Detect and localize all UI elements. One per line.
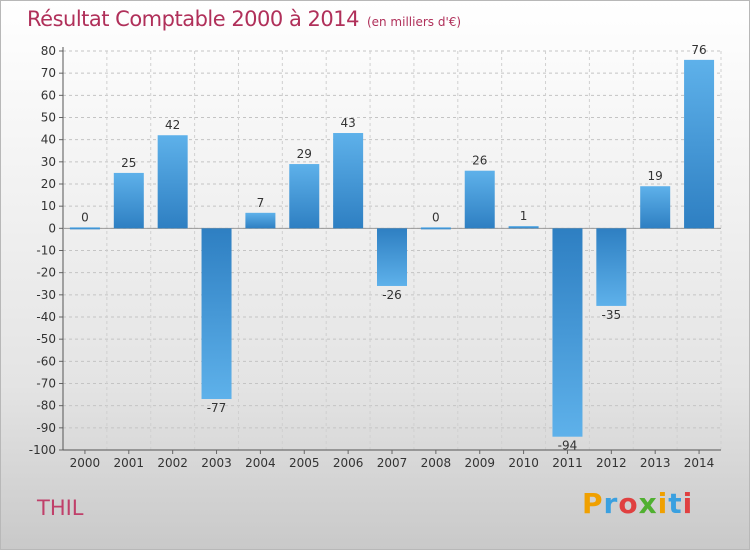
logo-letter: o: [618, 487, 639, 520]
y-tick-label: -80: [36, 399, 56, 413]
x-tick-label: 2002: [157, 456, 188, 470]
data-label-2001: 25: [121, 156, 136, 170]
y-tick-label: -90: [36, 421, 56, 435]
data-label-2005: 29: [297, 147, 312, 161]
y-tick-label: -20: [36, 266, 56, 280]
data-label-2006: 43: [340, 116, 355, 130]
y-tick-label: -60: [36, 354, 56, 368]
bar-2009: [464, 170, 495, 229]
x-tick-label: 2012: [596, 456, 627, 470]
logo-letter: x: [638, 487, 658, 520]
x-tick-label: 2014: [684, 456, 715, 470]
x-tick-label: 2006: [333, 456, 364, 470]
x-tick-label: 2011: [552, 456, 583, 470]
data-label-2014: 76: [691, 43, 706, 57]
chart-title: Résultat Comptable 2000 à 2014 (en millie…: [27, 7, 461, 31]
x-tick-label: 2003: [201, 456, 232, 470]
bar-2011: [552, 228, 583, 437]
data-label-2010: 1: [520, 209, 528, 223]
bar-2010: [508, 226, 539, 229]
logo-letter: i: [682, 487, 694, 520]
x-tick-label: 2000: [70, 456, 101, 470]
y-tick-label: -30: [36, 288, 56, 302]
y-tick-label: 30: [41, 155, 56, 169]
x-tick-label: 2009: [464, 456, 495, 470]
y-tick-label: 80: [41, 44, 56, 58]
y-tick-label: 40: [41, 133, 56, 147]
logo-letter: r: [603, 487, 619, 520]
x-tick-label: 2001: [114, 456, 145, 470]
data-label-2012: -35: [602, 308, 622, 322]
y-tick-label: -70: [36, 377, 56, 391]
bar-2008: [420, 227, 451, 230]
commune-name: THIL: [37, 496, 84, 520]
data-label-2000: 0: [81, 210, 89, 224]
bar-2006: [333, 133, 364, 229]
data-label-2007: -26: [382, 288, 402, 302]
bar-2002: [157, 135, 188, 229]
x-tick-label: 2004: [245, 456, 276, 470]
x-tick-label: 2010: [508, 456, 539, 470]
y-tick-label: -50: [36, 332, 56, 346]
bar-2000: [69, 227, 100, 230]
bar-2004: [245, 212, 276, 229]
bar-2001: [113, 172, 144, 229]
y-tick-label: 0: [48, 221, 56, 235]
x-tick-label: 2005: [289, 456, 320, 470]
chart-unit: (en milliers d'€): [366, 15, 462, 29]
data-label-2003: -77: [207, 401, 227, 415]
y-tick-label: 70: [41, 66, 56, 80]
data-labels: 0 25 42 -77 7 29 43 -26 0 26 1 -94 -35 19 76: [81, 43, 707, 453]
bar-2014: [684, 59, 715, 229]
x-tick-label: 2008: [421, 456, 452, 470]
y-tick-label: 50: [41, 111, 56, 125]
y-tick-label: -10: [36, 244, 56, 258]
bar-2013: [640, 186, 671, 229]
bar-2012: [596, 228, 627, 306]
logo-letter: t: [668, 487, 683, 520]
logo-letter: P: [582, 487, 604, 520]
data-label-2011: -94: [558, 439, 578, 453]
bars: [69, 59, 715, 437]
x-tick-labels: 2000 2001 2002 2003 2004 2005 2006 2007 2008 2009…: [70, 456, 715, 470]
y-tick-labels: 80 70 60 50 40 30 20 10 0 -10 -20 -30 -40 -50 -60 -70 -8…: [29, 44, 56, 457]
data-label-2002: 42: [165, 118, 180, 132]
data-label-2004: 7: [257, 196, 265, 210]
bar-2003: [201, 228, 232, 400]
logo-letter: i: [657, 487, 669, 520]
y-tick-label: -40: [36, 310, 56, 324]
y-tick-label: 60: [41, 88, 56, 102]
y-tick-label: 10: [41, 199, 56, 213]
proxiti-logo: Proxiti: [582, 487, 693, 520]
bar-2007: [377, 228, 407, 286]
bar-2005: [289, 164, 320, 229]
chart-title-text: Résultat Comptable 2000 à 2014: [27, 7, 359, 31]
data-label-2009: 26: [472, 154, 487, 168]
x-tick-label: 2007: [377, 456, 408, 470]
x-tick-label: 2013: [640, 456, 671, 470]
y-tick-label: -100: [29, 443, 56, 457]
data-label-2008: 0: [432, 210, 440, 224]
y-tick-label: 20: [41, 177, 56, 191]
data-label-2013: 19: [648, 169, 663, 183]
